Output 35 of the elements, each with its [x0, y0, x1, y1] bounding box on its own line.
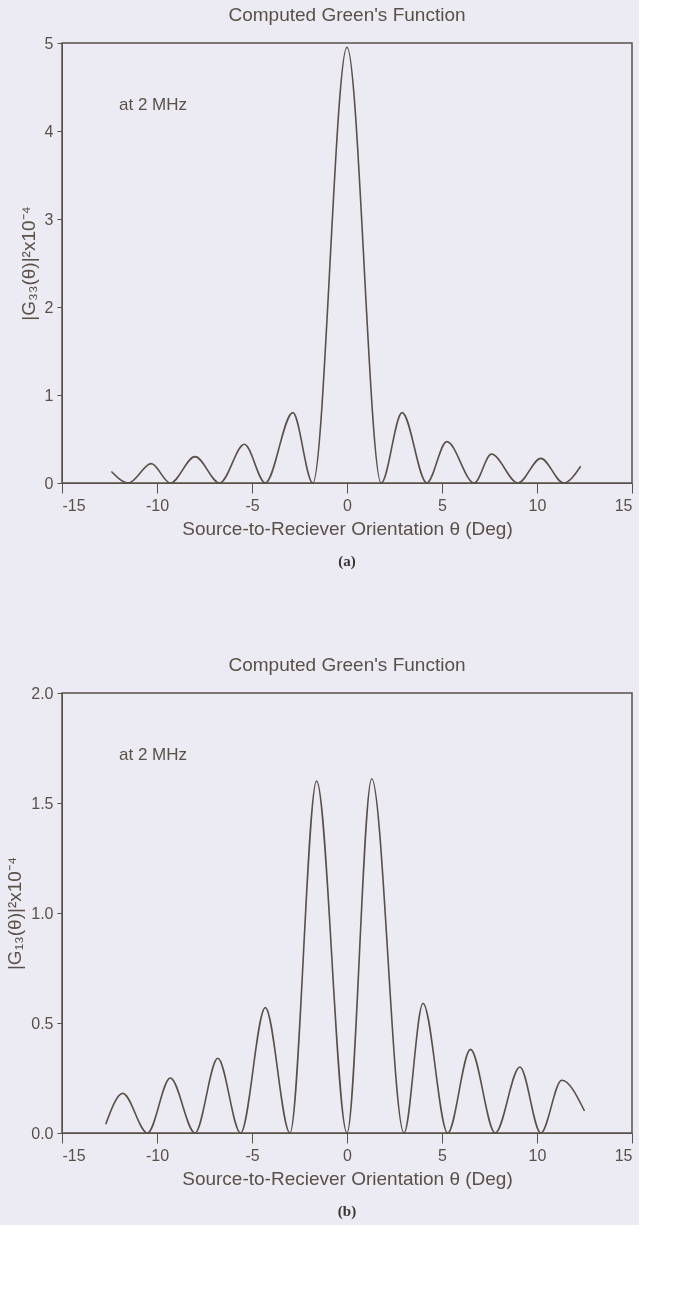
y-tick-label: 0.5	[31, 1014, 54, 1032]
y-tick-label: 0.0	[31, 1124, 54, 1142]
chart-title: Computed Green's Function	[228, 654, 466, 675]
y-tick-label: 1.0	[31, 904, 54, 922]
x-tick-label: 10	[528, 496, 547, 514]
x-tick-label: 15	[614, 1146, 633, 1164]
y-tick-label: 0	[44, 474, 54, 492]
x-tick-label: -15	[62, 496, 86, 514]
y-tick-label: 1	[44, 386, 54, 404]
x-tick-label: -5	[245, 1146, 260, 1164]
y-axis-title: |G₃₃(θ)|²x10⁻⁴	[17, 206, 39, 321]
x-tick-label: 15	[614, 496, 633, 514]
y-tick-label: 4	[44, 122, 54, 140]
x-tick-label: -10	[145, 496, 170, 514]
x-tick-label: 5	[438, 1146, 448, 1164]
text: (a)	[338, 553, 356, 570]
y-tick-label: 2.0	[31, 684, 54, 702]
chart-title: Computed Green's Function	[228, 4, 466, 25]
x-tick-label: 0	[343, 496, 353, 514]
y-tick-label: 5	[44, 34, 54, 52]
y-axis-title: |G₁₃(θ)|²x10⁻⁴	[4, 856, 26, 971]
y-tick-label: 1.5	[31, 794, 54, 812]
x-tick-label: -15	[62, 1146, 86, 1164]
annotation: at 2 MHz	[119, 94, 188, 114]
annotation: at 2 MHz	[119, 744, 188, 764]
x-axis-title: Source-to-Reciever Orientation θ (Deg)	[182, 517, 513, 539]
y-tick-label: 2	[44, 298, 54, 316]
x-axis-title: Source-to-Reciever Orientation θ (Deg)	[182, 1167, 513, 1189]
text: (b)	[337, 1203, 357, 1220]
x-tick-label: 10	[528, 1146, 547, 1164]
x-tick-label: 5	[438, 496, 448, 514]
y-tick-label: 3	[44, 210, 54, 228]
x-tick-label: -10	[145, 1146, 170, 1164]
x-tick-label: 0	[343, 1146, 353, 1164]
x-tick-label: -5	[245, 496, 260, 514]
